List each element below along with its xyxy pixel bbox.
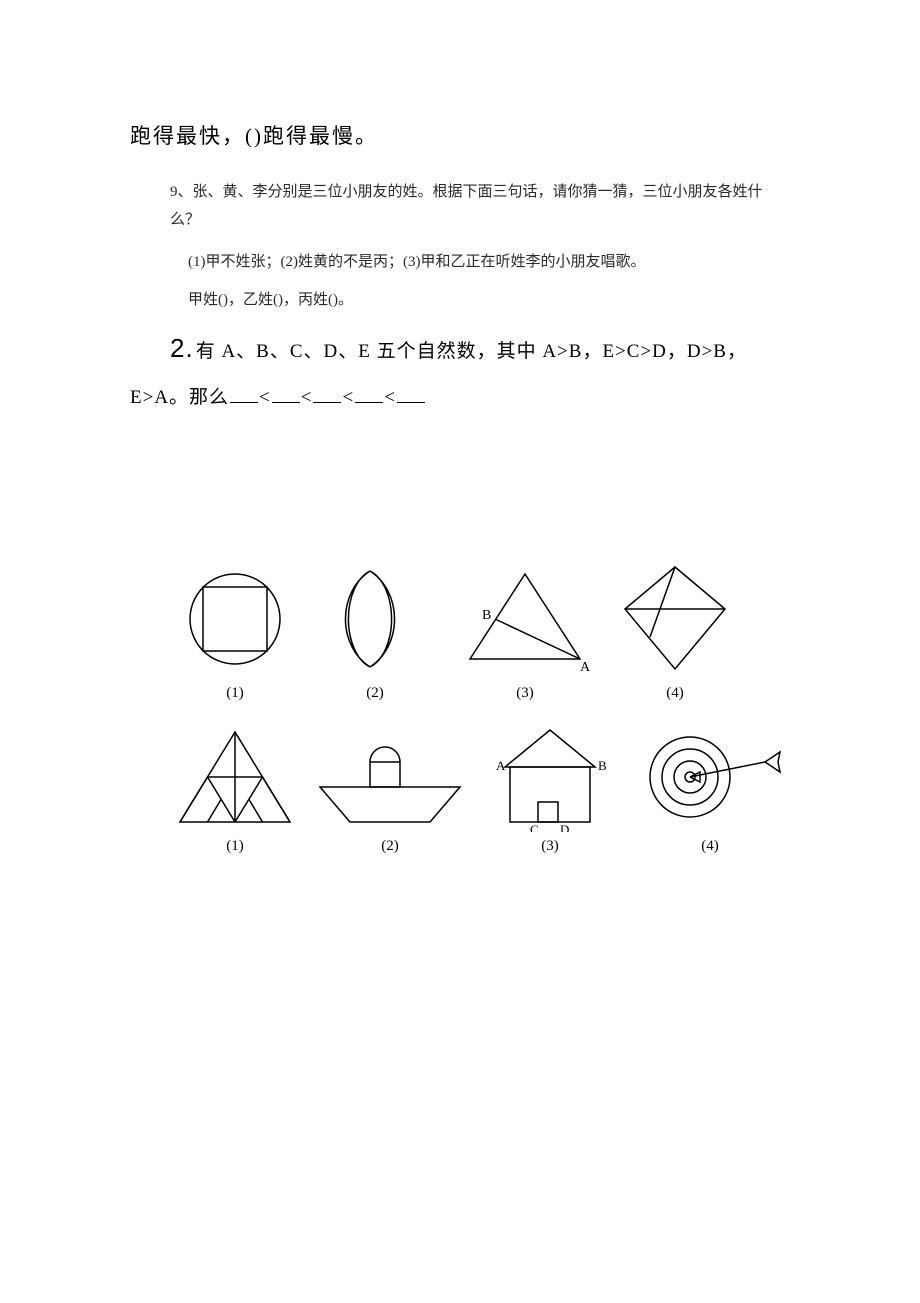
label-A: A — [580, 660, 591, 675]
q2-text-b: E>A。那么 — [130, 387, 229, 408]
lt-2: < — [301, 387, 313, 408]
figure-row-1: (1) (2) — [170, 559, 790, 702]
fig-r2-1: (1) — [170, 722, 300, 855]
lt-3: < — [342, 387, 354, 408]
question-2: 2.有 A、B、C、D、E 五个自然数，其中 A>B，E>C>D，D>B， E>… — [130, 320, 790, 419]
q2-number: 2. — [170, 333, 194, 363]
q9-text-1: 9、张、黄、李分别是三位小朋友的姓。根据下面三句话，请你猜一猜，三位小朋友各姓什 — [170, 180, 770, 204]
fig-r1-3: B A (3) — [450, 559, 600, 702]
fig-caption: (3) — [450, 685, 600, 702]
blank-field — [313, 383, 341, 403]
q9-answer-line: 甲姓()，乙姓()，丙姓()。 — [188, 288, 770, 312]
figures: (1) (2) — [170, 559, 790, 855]
question-9: 9、张、黄、李分别是三位小朋友的姓。根据下面三句话，请你猜一猜，三位小朋友各姓什… — [170, 180, 770, 312]
lt-1: < — [259, 387, 271, 408]
fig-r1-4: (4) — [610, 559, 740, 702]
blank-field — [272, 383, 300, 403]
label-C: C — [530, 822, 539, 832]
fig-caption: (1) — [170, 838, 300, 855]
q9-text-2: 么？ — [170, 208, 770, 232]
fig-caption: (4) — [610, 685, 740, 702]
fig-r2-3: A B C D (3) — [480, 722, 620, 855]
blank-field — [355, 383, 383, 403]
q2-text-a: 有 A、B、C、D、E 五个自然数，其中 A>B，E>C>D，D>B， — [196, 341, 747, 362]
label-A: A — [496, 758, 506, 773]
lt-4: < — [384, 387, 396, 408]
fig-r1-2: (2) — [310, 559, 440, 702]
fragment-line: 跑得最快，()跑得最慢。 — [130, 120, 790, 150]
label-B: B — [482, 608, 491, 623]
figure-row-2: (1) (2) — [170, 722, 790, 855]
fig-caption: (2) — [310, 685, 440, 702]
label-D: D — [560, 822, 569, 832]
blank-field — [230, 383, 258, 403]
fig-caption: (1) — [170, 685, 300, 702]
fig-caption: (2) — [310, 838, 470, 855]
label-B: B — [598, 758, 607, 773]
q9-clues: (1)甲不姓张；(2)姓黄的不是丙；(3)甲和乙正在听姓李的小朋友唱歌。 — [188, 250, 770, 274]
fig-r2-4: (4) — [630, 722, 790, 855]
fig-r2-2: (2) — [310, 722, 470, 855]
blank-field — [397, 383, 425, 403]
fig-caption: (3) — [480, 838, 620, 855]
fig-r1-1: (1) — [170, 559, 300, 702]
fig-caption: (4) — [630, 838, 790, 855]
